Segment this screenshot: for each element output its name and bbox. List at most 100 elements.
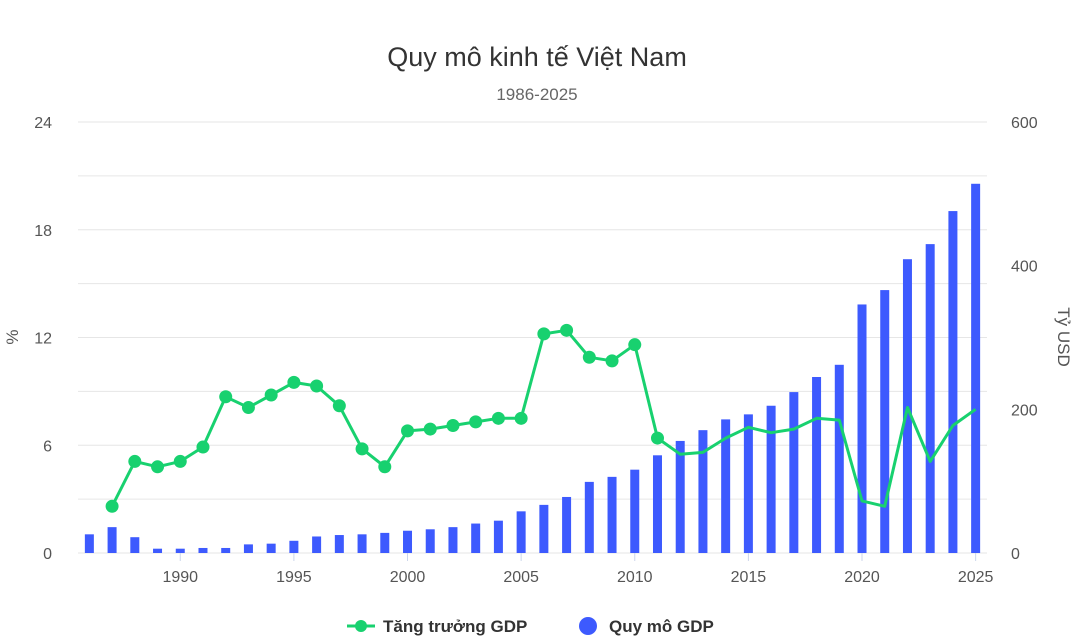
- y-axis-right: 0 200 400 600: [1011, 115, 1038, 563]
- x-tick-label: 2005: [503, 569, 539, 586]
- growth-point: [173, 454, 187, 468]
- gdp-bar: [198, 547, 208, 553]
- gdp-bar: [721, 419, 731, 553]
- growth-point: [287, 375, 301, 389]
- gdp-bar: [380, 532, 390, 553]
- y-right-tick-label: 0: [1011, 546, 1020, 563]
- growth-point: [491, 411, 505, 425]
- growth-point: [401, 424, 415, 438]
- gdp-bar: [652, 455, 662, 553]
- growth-point: [310, 379, 324, 393]
- y-axis-left-title: %: [3, 329, 22, 344]
- gdp-bar: [175, 548, 185, 553]
- growth-point: [446, 418, 460, 432]
- x-tick-label: 2000: [390, 569, 426, 586]
- gdp-bar: [630, 469, 640, 553]
- growth-point: [605, 354, 619, 368]
- gdp-bar: [266, 543, 276, 553]
- gdp-bar: [925, 244, 935, 553]
- gdp-bar: [289, 540, 299, 553]
- gdp-bar: [743, 414, 753, 553]
- y-right-tick-label: 200: [1011, 402, 1038, 419]
- growth-point: [628, 338, 642, 352]
- gdp-bar: [971, 183, 981, 553]
- gdp-bar: [107, 527, 117, 553]
- legend-item-gdp[interactable]: Quy mô GDP: [579, 617, 714, 636]
- growth-point: [332, 399, 346, 413]
- growth-point: [196, 440, 210, 454]
- gdp-bar: [334, 535, 344, 553]
- gdp-bar: [766, 405, 776, 553]
- growth-point: [128, 454, 142, 468]
- growth-point: [151, 460, 165, 474]
- y-right-tick-label: 400: [1011, 259, 1038, 276]
- legend-label-gdp: Quy mô GDP: [609, 617, 714, 636]
- gdp-bar: [812, 377, 822, 553]
- gdp-bar: [243, 544, 253, 553]
- growth-point: [378, 460, 392, 474]
- gdp-bar: [789, 392, 799, 553]
- y-right-tick-label: 600: [1011, 115, 1038, 132]
- gdp-bar: [357, 534, 367, 553]
- gdp-bar: [471, 523, 481, 553]
- y-left-tick-label: 12: [34, 331, 52, 348]
- legend-line-marker: [355, 620, 367, 632]
- x-tick-label: 1990: [162, 569, 198, 586]
- x-tick-label: 2015: [731, 569, 767, 586]
- gdp-bar: [539, 504, 549, 553]
- growth-point: [355, 442, 369, 456]
- x-tick-label: 2020: [844, 569, 880, 586]
- legend: Tăng trưởng GDP Quy mô GDP: [347, 617, 714, 636]
- y-left-tick-label: 24: [34, 115, 52, 132]
- gdp-bar: [84, 534, 94, 553]
- gdp-bars: [84, 183, 981, 553]
- chart-subtitle: 1986-2025: [496, 85, 577, 104]
- y-left-tick-label: 0: [43, 546, 52, 563]
- gdp-bar: [857, 304, 867, 553]
- y-axis-left: 0 6 12 18 24: [34, 115, 52, 563]
- growth-line-path: [110, 328, 977, 508]
- growth-point: [469, 415, 483, 429]
- y-left-tick-label: 18: [34, 223, 52, 240]
- gdp-bar: [607, 476, 617, 553]
- growth-point: [423, 422, 437, 436]
- growth-point: [560, 323, 574, 337]
- gdp-bar: [221, 547, 231, 553]
- grid-lines: [78, 121, 987, 554]
- gdp-bar: [584, 481, 594, 553]
- growth-point: [219, 390, 233, 404]
- x-tick-label: 2010: [617, 569, 653, 586]
- gdp-bar: [698, 430, 708, 553]
- growth-point: [264, 388, 278, 402]
- growth-point: [105, 499, 119, 513]
- gdp-bar: [675, 440, 685, 553]
- growth-point: [241, 401, 255, 415]
- y-left-tick-label: 6: [43, 438, 52, 455]
- x-tick-label: 2025: [958, 569, 994, 586]
- gdp-bar: [403, 530, 413, 553]
- legend-label-growth: Tăng trưởng GDP: [383, 617, 527, 636]
- growth-line: [105, 323, 977, 513]
- gdp-bar: [948, 211, 958, 553]
- x-tick-label: 1995: [276, 569, 312, 586]
- gdp-bar: [516, 511, 526, 553]
- gdp-bar: [880, 290, 890, 553]
- growth-point: [537, 327, 551, 341]
- legend-bar-swatch: [579, 617, 597, 635]
- gdp-bar: [312, 536, 322, 553]
- gdp-bar: [493, 520, 503, 553]
- chart-title: Quy mô kinh tế Việt Nam: [387, 42, 687, 72]
- y-axis-right-title: Tỷ USD: [1054, 307, 1073, 367]
- gdp-bar: [834, 364, 844, 553]
- x-axis: 1990 1995 2000 2005 2010 2015 2020 2025: [162, 553, 994, 586]
- gdp-bar: [562, 496, 572, 553]
- gdp-bar: [448, 527, 458, 553]
- growth-point: [582, 350, 596, 364]
- growth-point: [650, 431, 664, 445]
- legend-item-growth[interactable]: Tăng trưởng GDP: [347, 617, 527, 636]
- gdp-bar: [130, 537, 140, 553]
- gdp-bar: [153, 548, 163, 553]
- growth-point: [514, 411, 528, 425]
- gdp-bar: [425, 529, 435, 553]
